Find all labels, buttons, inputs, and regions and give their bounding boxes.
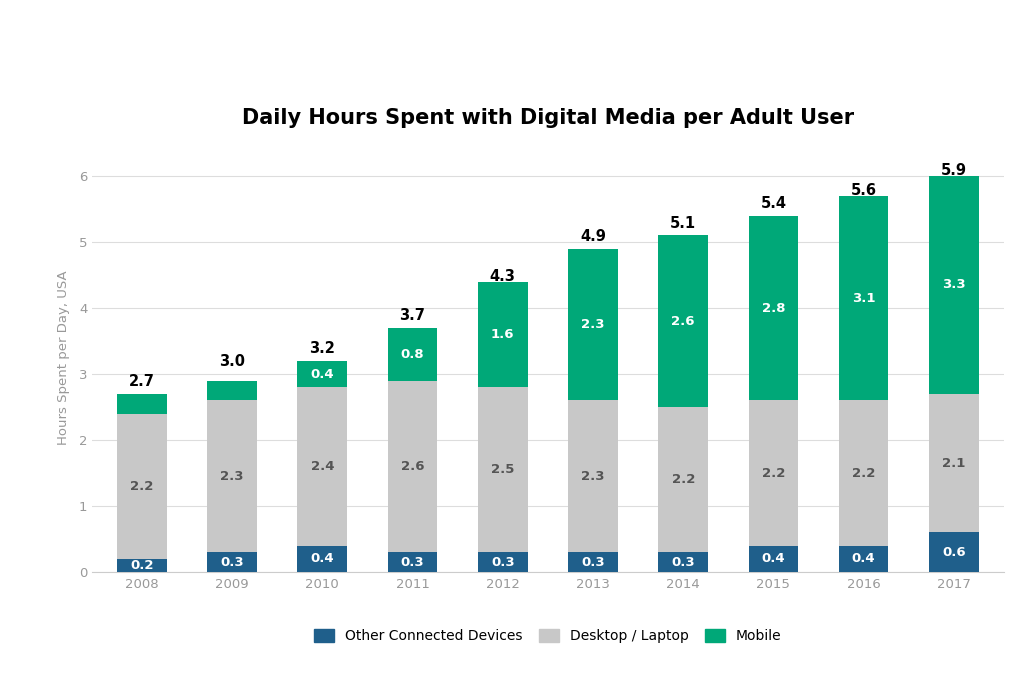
Bar — [117, 413, 167, 559]
Text: 0.4: 0.4 — [310, 368, 334, 381]
Bar — [478, 552, 527, 572]
Y-axis label: Hours Spent per Day, USA: Hours Spent per Day, USA — [57, 270, 71, 445]
Text: 0.8: 0.8 — [400, 348, 424, 361]
Bar — [568, 400, 617, 552]
Bar — [658, 236, 708, 407]
Text: Digital Media Usage @ +4% Growth...: Digital Media Usage @ +4% Growth... — [31, 33, 442, 52]
Bar — [658, 407, 708, 552]
Text: 0.4: 0.4 — [310, 552, 334, 565]
Bar — [568, 552, 617, 572]
Legend: Other Connected Devices, Desktop / Laptop, Mobile: Other Connected Devices, Desktop / Lapto… — [309, 623, 786, 649]
Text: 0.3: 0.3 — [220, 556, 244, 569]
Text: 0.6: 0.6 — [942, 545, 966, 558]
Bar — [388, 381, 437, 552]
Text: 2.2: 2.2 — [672, 473, 695, 486]
Text: 0.4: 0.4 — [762, 552, 785, 565]
Bar — [297, 545, 347, 572]
Bar — [297, 361, 347, 387]
Text: 0.3: 0.3 — [400, 556, 424, 569]
Text: 5.1: 5.1 — [670, 216, 696, 231]
Text: 3.3: 3.3 — [942, 279, 966, 291]
Text: 0.4: 0.4 — [852, 552, 876, 565]
Text: 4.9: 4.9 — [580, 229, 606, 244]
Text: 2.1: 2.1 — [942, 457, 966, 470]
Bar — [117, 394, 167, 413]
Bar — [929, 533, 979, 572]
Bar — [839, 196, 889, 400]
Text: 5.9 Hours per Day (Not Deduped): 5.9 Hours per Day (Not Deduped) — [31, 76, 397, 94]
Text: 3.2: 3.2 — [309, 341, 335, 356]
Bar — [207, 552, 257, 572]
Bar — [749, 400, 799, 545]
Bar — [297, 387, 347, 545]
Bar — [568, 249, 617, 400]
Text: 0.2: 0.2 — [130, 559, 154, 572]
Bar — [388, 552, 437, 572]
Text: 2.5: 2.5 — [492, 463, 514, 476]
Text: 0.3: 0.3 — [490, 556, 514, 569]
Text: 4.3: 4.3 — [489, 268, 516, 283]
Bar — [207, 400, 257, 552]
Text: 2.7: 2.7 — [129, 374, 155, 390]
Bar — [839, 545, 889, 572]
Text: 3.7: 3.7 — [399, 308, 425, 323]
Text: 1.6: 1.6 — [490, 328, 514, 341]
Text: 2.3: 2.3 — [582, 318, 605, 331]
Text: 2.2: 2.2 — [130, 479, 154, 493]
Bar — [749, 216, 799, 400]
Text: 0.3: 0.3 — [672, 556, 695, 569]
Text: 3.1: 3.1 — [852, 291, 876, 304]
Text: 2.6: 2.6 — [672, 315, 695, 328]
Bar — [117, 559, 167, 572]
Text: 2.4: 2.4 — [310, 460, 334, 473]
Text: 2.8: 2.8 — [762, 302, 785, 315]
Bar — [207, 381, 257, 400]
Text: 0.3: 0.3 — [582, 556, 605, 569]
Bar — [478, 282, 527, 387]
Bar — [929, 394, 979, 533]
Text: 5.4: 5.4 — [761, 196, 786, 211]
Title: Daily Hours Spent with Digital Media per Adult User: Daily Hours Spent with Digital Media per… — [242, 108, 854, 127]
Bar — [749, 545, 799, 572]
Text: 2.2: 2.2 — [852, 466, 876, 479]
Text: 5.6: 5.6 — [851, 183, 877, 197]
Bar — [929, 176, 979, 394]
Text: 2.3: 2.3 — [220, 470, 244, 483]
Text: 3.0: 3.0 — [219, 354, 245, 369]
Text: 2.6: 2.6 — [400, 460, 424, 473]
Bar — [839, 400, 889, 545]
Text: 2.3: 2.3 — [582, 470, 605, 483]
Bar — [478, 387, 527, 552]
Text: 2.2: 2.2 — [762, 466, 785, 479]
Text: 5.9: 5.9 — [941, 163, 967, 178]
Bar — [658, 552, 708, 572]
Bar — [388, 328, 437, 381]
